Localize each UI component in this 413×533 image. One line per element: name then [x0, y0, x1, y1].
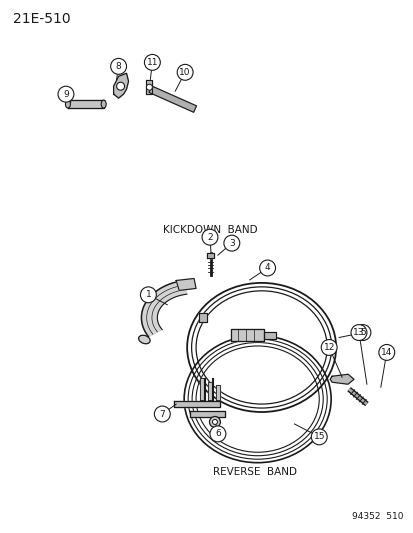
Polygon shape: [176, 279, 196, 290]
Polygon shape: [330, 374, 353, 384]
Polygon shape: [207, 253, 214, 258]
Circle shape: [378, 344, 394, 360]
Polygon shape: [207, 382, 211, 400]
Text: 1: 1: [145, 290, 151, 300]
Circle shape: [177, 64, 192, 80]
Text: 6: 6: [214, 430, 220, 438]
Text: 94352  510: 94352 510: [351, 512, 403, 521]
Circle shape: [144, 54, 160, 70]
Polygon shape: [113, 74, 128, 98]
Circle shape: [116, 82, 124, 90]
Circle shape: [209, 416, 220, 427]
Ellipse shape: [199, 350, 315, 449]
Text: 3: 3: [228, 239, 234, 248]
Text: 11: 11: [146, 58, 158, 67]
Polygon shape: [216, 385, 219, 400]
Text: 15: 15: [313, 432, 324, 441]
Ellipse shape: [200, 295, 322, 400]
Circle shape: [354, 325, 370, 341]
Circle shape: [320, 340, 336, 356]
Circle shape: [223, 235, 239, 251]
Text: 21E-510: 21E-510: [13, 12, 71, 26]
Circle shape: [259, 260, 275, 276]
Text: 9: 9: [63, 90, 69, 99]
Text: 5: 5: [359, 328, 365, 337]
Ellipse shape: [101, 100, 106, 108]
Polygon shape: [141, 280, 186, 336]
Text: 7: 7: [159, 409, 165, 418]
Circle shape: [209, 426, 225, 442]
Circle shape: [202, 229, 217, 245]
Polygon shape: [198, 313, 207, 322]
Circle shape: [212, 419, 217, 424]
Polygon shape: [263, 332, 275, 338]
Text: 10: 10: [179, 68, 190, 77]
Text: 8: 8: [116, 62, 121, 71]
Text: 4: 4: [264, 263, 270, 272]
Polygon shape: [230, 328, 263, 342]
Polygon shape: [199, 378, 204, 400]
Circle shape: [154, 406, 170, 422]
Circle shape: [110, 59, 126, 74]
Text: 13: 13: [352, 328, 364, 337]
Text: KICKDOWN  BAND: KICKDOWN BAND: [162, 225, 256, 235]
Polygon shape: [174, 401, 219, 407]
Text: 12: 12: [323, 343, 334, 352]
Text: REVERSE  BAND: REVERSE BAND: [212, 467, 296, 477]
Circle shape: [146, 84, 152, 90]
Ellipse shape: [138, 335, 150, 344]
Text: 14: 14: [380, 348, 392, 357]
Circle shape: [58, 86, 74, 102]
Polygon shape: [190, 410, 224, 417]
Circle shape: [311, 429, 326, 445]
Circle shape: [350, 325, 366, 341]
Ellipse shape: [65, 100, 70, 108]
Text: 2: 2: [206, 233, 212, 241]
Polygon shape: [68, 100, 103, 108]
Polygon shape: [149, 86, 196, 112]
Circle shape: [140, 287, 156, 303]
Polygon shape: [146, 80, 152, 94]
